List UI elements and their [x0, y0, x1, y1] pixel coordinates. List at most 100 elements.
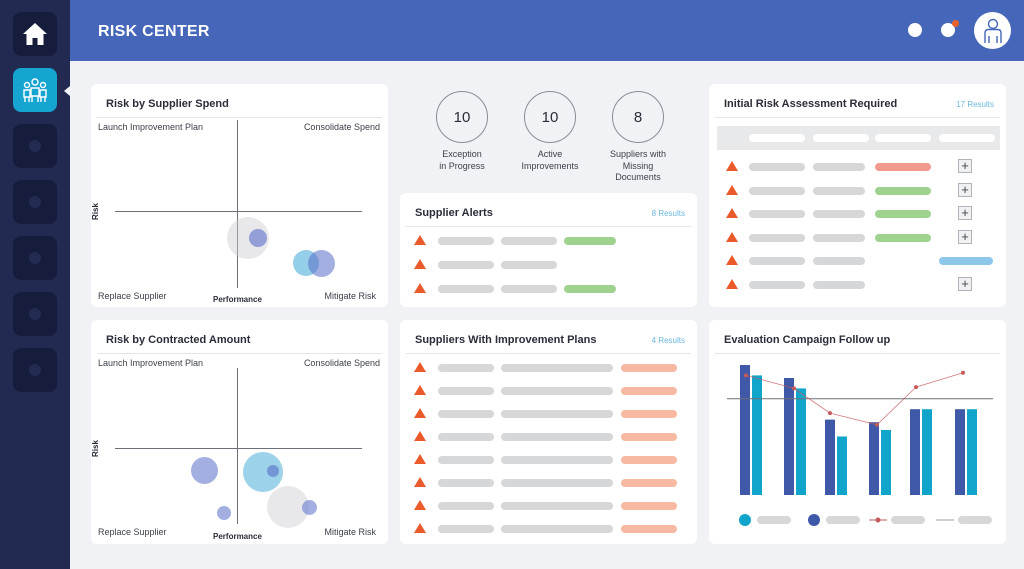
quadrant-label: Launch Improvement Plan [98, 358, 204, 368]
chart-bubble[interactable] [249, 229, 267, 247]
quadrant-label: Mitigate Risk [324, 291, 376, 301]
placeholder-bar [501, 237, 557, 245]
exceptions-stat[interactable]: 10 [436, 91, 488, 143]
placeholder-bar [749, 280, 805, 289]
status-bar [621, 433, 677, 441]
divider [97, 117, 382, 118]
expand-button[interactable]: + [958, 182, 972, 197]
expand-button[interactable]: + [958, 229, 972, 244]
chart-bubble[interactable] [217, 506, 231, 520]
table-header [717, 126, 1000, 150]
placeholder-bar [438, 433, 494, 441]
menu-dot-icon[interactable] [908, 23, 922, 37]
quadrant-label: Launch Improvement Plan [98, 122, 204, 132]
risk-by-contract-card: Risk by Contracted Amount Launch Improve… [91, 320, 388, 544]
notification-icon[interactable] [941, 23, 955, 37]
chart-bar [837, 436, 847, 495]
status-bar [564, 237, 616, 245]
y-axis-label: Risk [90, 440, 100, 457]
warning-icon [414, 408, 426, 418]
chart-bubble[interactable] [302, 500, 317, 515]
supplier-alerts-card: Supplier Alerts 8 Results [400, 193, 697, 307]
sidebar-item-suppliers[interactable] [13, 68, 57, 112]
risk-by-spend-card: Risk by Supplier Spend Launch Improvemen… [91, 84, 388, 307]
chart-bubble[interactable] [267, 465, 279, 477]
active-indicator [64, 86, 70, 96]
chart-bar [967, 409, 977, 495]
header: RISK CENTER [70, 0, 1024, 61]
legend-label-placeholder [891, 516, 925, 524]
chart-point [828, 411, 832, 416]
missing-docs-stat[interactable]: 8 [612, 91, 664, 143]
quadrant-label: Consolidate Spend [303, 358, 380, 368]
placeholder-bar [501, 456, 613, 464]
header-placeholder [813, 134, 869, 142]
placeholder-bar [501, 410, 613, 418]
chart-point [961, 370, 965, 375]
sidebar-item-6[interactable] [13, 292, 57, 336]
warning-icon [414, 385, 426, 395]
placeholder-bar [501, 479, 613, 487]
chart-bubble[interactable] [191, 457, 218, 484]
placeholder-bar [438, 410, 494, 418]
header-placeholder [875, 134, 931, 142]
card-title: Initial Risk Assessment Required [724, 98, 898, 110]
sidebar-item-5[interactable] [13, 236, 57, 280]
warning-icon [414, 259, 426, 269]
legend-swatch [739, 514, 751, 526]
placeholder-bar [501, 261, 557, 269]
card-title: Evaluation Campaign Follow up [724, 334, 891, 346]
warning-icon [726, 161, 738, 171]
placeholder-bar [813, 186, 865, 195]
status-bar [564, 285, 616, 293]
placeholder-bar [501, 525, 613, 533]
sidebar-item-home[interactable] [13, 12, 57, 56]
evaluation-chart [727, 365, 993, 495]
divider [406, 353, 691, 354]
y-axis [237, 368, 238, 524]
results-count[interactable]: 17 Results [956, 100, 994, 109]
expand-button[interactable]: + [958, 159, 972, 173]
nav-dot-icon [29, 140, 41, 152]
warning-icon [414, 500, 426, 510]
chart-bar [869, 422, 879, 495]
placeholder-bar [501, 387, 613, 395]
sidebar-item-3[interactable] [13, 124, 57, 168]
y-axis [237, 120, 238, 288]
improvements-stat[interactable]: 10 [524, 91, 576, 143]
warning-icon [726, 231, 738, 242]
nav-dot-icon [29, 308, 41, 320]
placeholder-bar [438, 387, 494, 395]
placeholder-bar [813, 280, 865, 289]
chart-bubble[interactable] [308, 250, 335, 277]
status-bar [875, 210, 931, 218]
legend-line-swatch [869, 517, 887, 523]
placeholder-bar [438, 479, 494, 487]
card-title: Risk by Contracted Amount [106, 334, 251, 346]
placeholder-bar [501, 433, 613, 441]
x-axis [115, 211, 362, 212]
expand-button[interactable]: + [958, 276, 972, 291]
exceptions-stat-label: Exception in Progress [439, 149, 485, 171]
placeholder-bar [438, 261, 494, 269]
status-bar [621, 364, 677, 372]
card-title: Suppliers With Improvement Plans [415, 334, 597, 346]
card-title: Risk by Supplier Spend [106, 98, 229, 110]
placeholder-bar [501, 502, 613, 510]
divider [715, 353, 1000, 354]
x-axis-label: Performance [213, 295, 262, 304]
card-title: Supplier Alerts [415, 207, 493, 219]
expand-button[interactable]: + [958, 206, 972, 220]
warning-icon [414, 454, 426, 464]
user-avatar[interactable] [974, 12, 1011, 49]
sidebar-item-4[interactable] [13, 180, 57, 224]
results-count[interactable]: 4 Results [651, 336, 685, 345]
placeholder-bar [749, 186, 805, 195]
chart-point [875, 422, 879, 427]
x-axis [115, 448, 362, 449]
improvements-stat-label: Active Improvements [521, 149, 579, 171]
page-title: RISK CENTER [98, 23, 210, 40]
results-count[interactable]: 8 Results [651, 209, 685, 218]
placeholder-bar [438, 456, 494, 464]
sidebar-item-7[interactable] [13, 348, 57, 392]
